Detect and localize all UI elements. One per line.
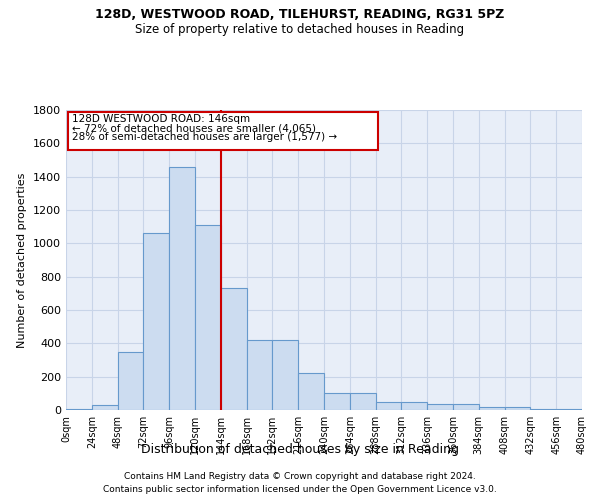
Y-axis label: Number of detached properties: Number of detached properties	[17, 172, 28, 348]
Bar	[505, 406, 530, 410]
Bar	[376, 402, 401, 410]
Bar	[169, 166, 195, 410]
Text: 28% of semi-detached houses are larger (1,577) →: 28% of semi-detached houses are larger (…	[73, 132, 338, 142]
Bar	[247, 340, 272, 410]
Bar	[530, 409, 556, 410]
Bar	[350, 392, 376, 410]
Text: ← 72% of detached houses are smaller (4,065): ← 72% of detached houses are smaller (4,…	[73, 124, 316, 134]
Text: Distribution of detached houses by size in Reading: Distribution of detached houses by size …	[141, 444, 459, 456]
Bar	[92, 405, 118, 410]
FancyBboxPatch shape	[68, 112, 378, 150]
Bar	[427, 404, 453, 410]
Text: Contains HM Land Registry data © Crown copyright and database right 2024.: Contains HM Land Registry data © Crown c…	[124, 472, 476, 481]
Bar	[221, 288, 247, 410]
Bar	[401, 402, 427, 410]
Bar	[453, 404, 479, 410]
Text: Contains public sector information licensed under the Open Government Licence v3: Contains public sector information licen…	[103, 485, 497, 494]
Text: 128D WESTWOOD ROAD: 146sqm: 128D WESTWOOD ROAD: 146sqm	[73, 114, 251, 124]
Bar	[66, 409, 92, 410]
Bar	[324, 392, 350, 410]
Bar	[272, 340, 298, 410]
Text: Size of property relative to detached houses in Reading: Size of property relative to detached ho…	[136, 22, 464, 36]
Text: 128D, WESTWOOD ROAD, TILEHURST, READING, RG31 5PZ: 128D, WESTWOOD ROAD, TILEHURST, READING,…	[95, 8, 505, 20]
Bar	[479, 406, 505, 410]
Bar	[143, 234, 169, 410]
Bar	[298, 372, 324, 410]
Bar	[195, 225, 221, 410]
Bar	[118, 352, 143, 410]
Bar	[556, 409, 582, 410]
